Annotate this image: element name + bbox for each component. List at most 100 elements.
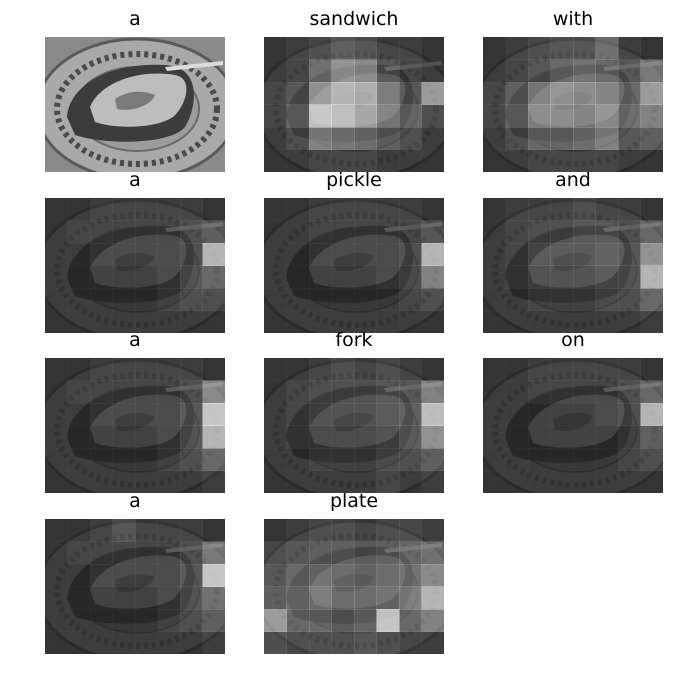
attention-cell [550,310,574,333]
attention-cell [573,104,596,128]
attention-cell [67,609,91,632]
attention-cell [309,265,332,289]
attention-heatmap-image [264,37,444,172]
panel-word-label: plate [329,490,379,512]
attention-cell [421,82,444,105]
attention-cell [309,37,332,60]
attention-cell [45,198,68,221]
attention-cell [264,403,287,426]
attention-cell [354,310,377,333]
panel-word-label: a [129,329,141,351]
attention-cell [180,586,203,610]
attention-cell [421,586,444,610]
attention-cell [135,631,158,654]
attention-cell [286,37,310,60]
attention-cell [157,220,181,244]
attention-cell [309,220,332,244]
attention-cell [399,220,422,244]
attention-cell [421,243,444,266]
attention-cell [618,149,641,172]
attention-cell [399,609,422,632]
attention-cell [376,541,400,565]
attention-cell [618,104,641,128]
attention-cell [202,609,225,632]
attention-cell [640,198,663,221]
attention-heatmap-image [45,519,225,654]
panel-word-label: a [129,490,141,512]
attention-cell [483,82,506,105]
attention-cell [286,609,310,632]
attention-cell [421,149,444,172]
attention-cell [309,425,332,449]
attention-cell [202,288,225,311]
attention-cell [376,104,400,128]
attention-cell [618,265,641,289]
attention-cell [376,265,400,289]
attention-cell [376,59,400,83]
attention-cell [286,127,310,150]
attention-cell [376,448,400,471]
attention-cell [90,243,113,266]
attention-cell [640,358,663,381]
attention-cell [264,425,287,449]
attention-cell [483,403,506,426]
attention-cell [135,265,158,289]
attention-cell [157,198,181,221]
attention-cell [618,403,641,426]
attention-cell [550,403,574,426]
attention-cell [505,37,529,60]
attention-cell [286,288,310,311]
attention-cell [180,631,203,654]
attention-cell [112,470,136,493]
panel-word-label: sandwich [309,8,399,30]
attention-cell [309,243,332,266]
attention-cell [528,104,551,128]
attention-cell [157,519,181,542]
attention-cell [202,586,225,610]
attention-cell [286,519,310,542]
attention-cell [354,37,377,60]
attention-cell [376,127,400,150]
attention-cell [180,609,203,632]
attention-cell [483,358,506,381]
attention-cell [573,82,596,105]
attention-cell [309,470,332,493]
attention-cell [421,265,444,289]
attention-cell [573,425,596,449]
attention-cell [67,631,91,654]
attention-cell [331,586,355,610]
attention-cell [640,470,663,493]
attention-cell [595,198,619,221]
attention-cell [331,220,355,244]
attention-cell [354,541,377,565]
attention-cell [399,198,422,221]
attention-cell [595,288,619,311]
attention-cell [90,310,113,333]
attention-cell [483,265,506,289]
attention-cell [354,243,377,266]
attention-cell [157,358,181,381]
attention-cell [202,403,225,426]
attention-cell [640,220,663,244]
attention-panel: pickle [264,166,444,333]
attention-cell [67,519,91,542]
attention-cell [45,265,68,289]
attention-cell [399,149,422,172]
attention-cell [90,380,113,404]
attention-cell [550,198,574,221]
attention-cell [112,448,136,471]
attention-cell [90,220,113,244]
attention-cell [331,541,355,565]
attention-cell [573,288,596,311]
attention-cell [331,82,355,105]
attention-cell [90,265,113,289]
attention-heatmap-image [45,358,225,493]
attention-cell [309,59,332,83]
attention-cell [286,631,310,654]
attention-cell [309,310,332,333]
attention-cell [90,541,113,565]
attention-cell [354,82,377,105]
attention-cell [309,380,332,404]
attention-cell [112,198,136,221]
attention-cell [331,127,355,150]
